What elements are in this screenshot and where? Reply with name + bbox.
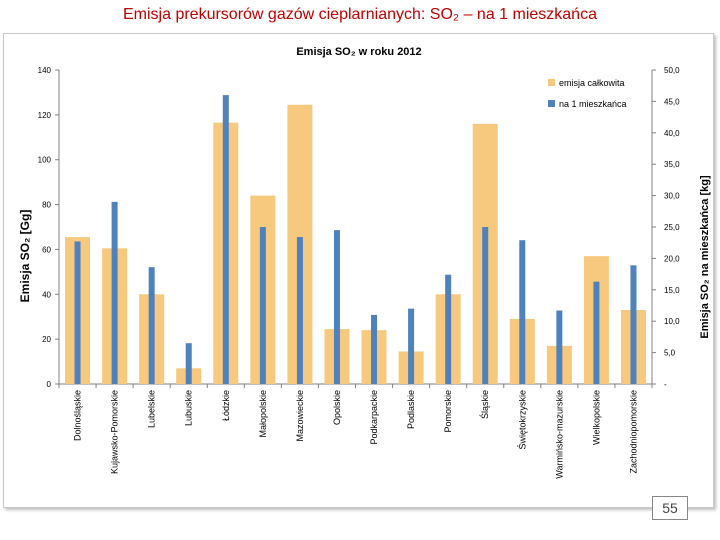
x-tick-label: Łódzkie [221, 390, 231, 421]
x-tick-label: Podkarpackie [369, 390, 379, 445]
y-tick-label-right: 30,0 [664, 192, 680, 201]
bar-per-capita [111, 201, 118, 384]
bar-per-capita [222, 95, 229, 384]
x-tick-label: Warmińsko-mazurskie [554, 390, 564, 479]
y-tick-label-right: 25,0 [664, 223, 680, 232]
legend-label: na 1 mieszkańca [559, 99, 627, 109]
y-tick-label-left: 120 [38, 111, 52, 120]
x-tick-label: Lubelskie [147, 390, 157, 428]
bar-per-capita [630, 265, 637, 384]
y-axis-label-right: Emisja SO₂ na mieszkańca [kg] [699, 175, 711, 339]
legend-label: emisja całkowita [559, 78, 625, 88]
legend-swatch [548, 100, 555, 107]
bar-per-capita [593, 281, 600, 384]
y-tick-label-right: 15,0 [664, 286, 680, 295]
y-axis-label-left: Emisja SO₂ [Gg] [18, 210, 32, 303]
x-tick-label: Podlaskie [406, 390, 416, 429]
bar-per-capita [185, 343, 192, 384]
bar-per-capita [482, 227, 489, 384]
x-tick-label: Śląskie [479, 390, 490, 419]
x-tick-label: Wielkopolskie [591, 390, 601, 445]
y-tick-label-right: 5,0 [664, 349, 676, 358]
y-tick-label-right: 40,0 [664, 129, 680, 138]
x-tick-label: Opolskie [332, 390, 342, 425]
x-tick-label: Dolnośląskie [73, 390, 83, 441]
bar-per-capita [371, 314, 378, 384]
x-tick-label: Lubuskie [184, 390, 194, 426]
y-tick-label-right: 50,0 [664, 66, 680, 75]
bar-per-capita [556, 310, 563, 384]
slide-title: Emisja prekursorów gazów cieplarnianych:… [123, 6, 597, 23]
bar-per-capita [74, 241, 81, 384]
bar-per-capita [445, 274, 452, 384]
y-tick-label-left: 140 [38, 66, 52, 75]
y-tick-label-left: 80 [42, 201, 51, 210]
chart-title: Emisja SO₂ w roku 2012 [296, 46, 421, 58]
x-tick-label: Zachodniopomorskie [628, 390, 638, 474]
x-tick-label: Świętokrzyskie [516, 390, 527, 450]
page-number: 55 [652, 496, 688, 520]
y-tick-label-right: 45,0 [664, 97, 680, 106]
y-tick-label-right: - [664, 380, 667, 389]
y-tick-label-left: 0 [47, 380, 52, 389]
y-tick-label-left: 20 [42, 335, 51, 344]
bar-chart: Emisja SO₂ w roku 2012 0 20 40 60 80 100 120 14… [18, 46, 711, 479]
y-tick-label-right: 35,0 [664, 160, 680, 169]
bar-per-capita [148, 267, 155, 384]
x-tick-label: Kujawsko-Pomorskie [110, 390, 120, 474]
y-tick-label-right: 20,0 [664, 254, 680, 263]
bar-per-capita [296, 237, 303, 384]
y-tick-label-left: 40 [42, 290, 51, 299]
x-tick-label: Pomorskie [443, 390, 453, 433]
bar-per-capita [519, 240, 526, 384]
y-tick-label-right: 10,0 [664, 317, 680, 326]
bar-per-capita [259, 227, 266, 384]
bar-per-capita [408, 308, 415, 384]
bar-per-capita [333, 230, 340, 384]
y-tick-label-left: 100 [38, 156, 52, 165]
x-tick-label: Małopolskie [258, 390, 268, 438]
x-tick-label: Mazowieckie [295, 390, 305, 442]
y-tick-label-left: 60 [42, 245, 51, 254]
legend-swatch [548, 79, 555, 86]
